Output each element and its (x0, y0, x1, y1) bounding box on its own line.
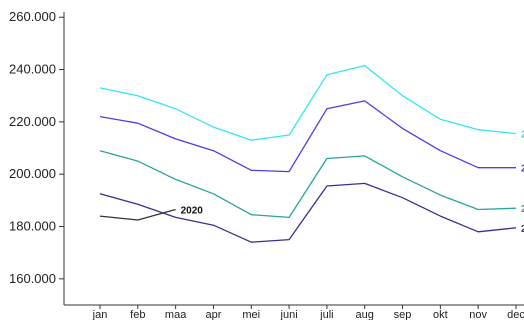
x-tick-label: nov (469, 309, 487, 320)
series-end-label: 2020 (181, 206, 204, 217)
x-tick-label: okt (433, 309, 448, 320)
y-tick-label: 220.000 (9, 114, 56, 129)
x-tick-label: juni (280, 309, 298, 320)
x-tick-label: feb (130, 309, 145, 320)
y-tick-label: 260.000 (9, 9, 56, 24)
x-tick-label: maa (165, 309, 187, 320)
series-line (99, 182, 517, 243)
series-line (99, 100, 516, 173)
x-tick-label: aug (356, 309, 374, 320)
series-end-label: 2 (521, 164, 524, 175)
x-tick-label: juli (319, 309, 333, 320)
y-tick-label: 240.000 (9, 62, 56, 77)
x-tick-label: jan (92, 309, 108, 320)
y-tick-label: 180.000 (9, 219, 56, 234)
series-end-label: 2 (521, 204, 524, 215)
x-tick-label: apr (206, 309, 222, 320)
series-line (99, 150, 517, 219)
y-tick-label: 160.000 (9, 271, 56, 286)
series-end-label: 2 (521, 130, 524, 141)
series-end-label: 2 (521, 224, 524, 235)
y-tick-label: 200.000 (9, 166, 56, 181)
series-line (99, 64, 517, 141)
x-tick-label: dec (507, 309, 524, 320)
x-tick-label: sep (394, 309, 412, 320)
x-tick-label: mei (242, 309, 260, 320)
series-line (99, 208, 176, 221)
